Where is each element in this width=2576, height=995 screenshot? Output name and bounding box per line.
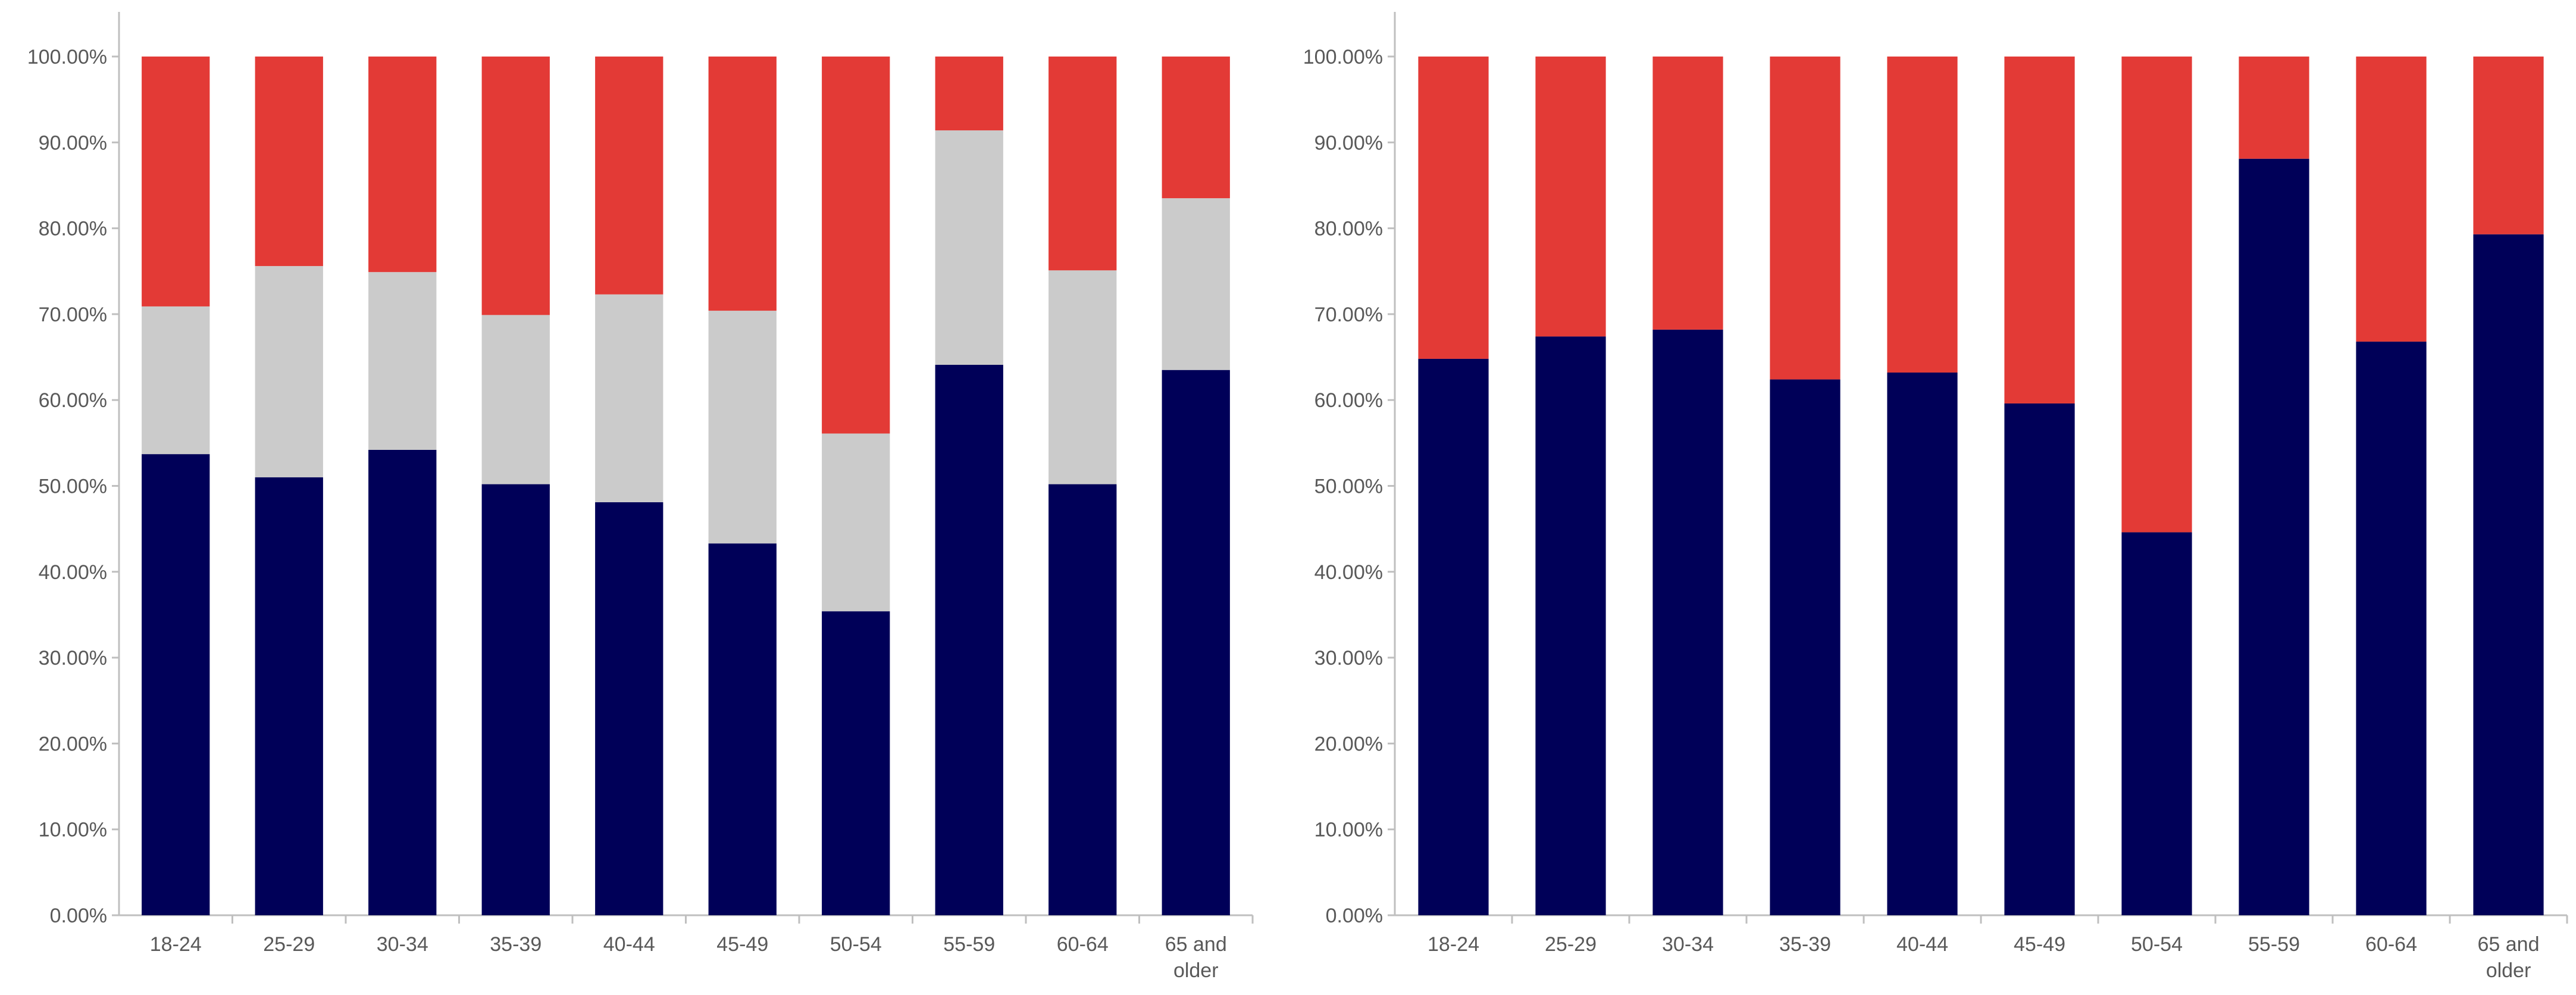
bar-segment-2-18-24 — [142, 306, 210, 455]
bar-segment-3-50-54 — [822, 57, 890, 434]
bar-segment-3-25-29 — [255, 57, 323, 267]
bar-segment-2-55-59 — [2239, 57, 2309, 159]
y-tick-label: 0.00% — [1326, 905, 1383, 927]
y-tick-label: 50.00% — [1314, 475, 1383, 498]
y-tick-label: 70.00% — [1314, 303, 1383, 326]
y-tick-label: 30.00% — [39, 647, 107, 669]
x-tick-label: 18-24 — [1428, 933, 1479, 956]
bar-segment-1-50-54 — [2121, 532, 2192, 915]
x-tick-label: 35-39 — [490, 933, 542, 956]
bar-segment-1-55-59 — [2239, 158, 2309, 915]
bar-segment-3-65-and-older — [1162, 57, 1230, 199]
y-tick-label: 10.00% — [1314, 819, 1383, 841]
y-tick-label: 90.00% — [39, 132, 107, 154]
bar-segment-2-40-44 — [1887, 57, 1958, 373]
x-tick-label: 55-59 — [943, 933, 995, 956]
bar-segment-2-30-34 — [368, 272, 437, 450]
chart-panel-2: 0.00% 10.00% 20.00% 30.00% 40.00% 50.00% 60.00… — [1303, 12, 2568, 982]
x-tick-label: 45-49 — [2014, 933, 2065, 956]
bar-segment-2-60-64 — [1048, 270, 1117, 484]
bar-segment-3-60-64 — [1048, 57, 1117, 271]
bar-segment-1-35-39 — [481, 484, 550, 915]
y-tick-label: 60.00% — [1314, 389, 1383, 412]
bar-segment-2-65-and-older — [1162, 198, 1230, 370]
bar-segment-1-55-59 — [935, 365, 1003, 915]
x-tick-label: 50-54 — [830, 933, 882, 956]
x-tick-label: 25-29 — [263, 933, 315, 956]
bar-segment-1-65-and-older — [2473, 234, 2544, 916]
bar-segment-2-35-39 — [481, 315, 550, 484]
y-tick-label: 40.00% — [1314, 561, 1383, 584]
x-tick-label: 40-44 — [603, 933, 655, 956]
bar-segment-1-25-29 — [255, 477, 323, 915]
y-tick-label: 0.00% — [50, 905, 107, 927]
bar-segment-1-18-24 — [142, 454, 210, 915]
bar-segment-1-30-34 — [1652, 329, 1723, 915]
x-tick-label: 65 and — [1165, 933, 1227, 956]
bar-segment-2-25-29 — [1535, 57, 1606, 337]
x-tick-label: 65 and — [2478, 933, 2540, 956]
bar-segment-2-50-54 — [2121, 57, 2192, 533]
bar-segment-1-35-39 — [1770, 379, 1841, 915]
bar-segment-2-40-44 — [595, 294, 663, 502]
bar-segment-1-40-44 — [595, 502, 663, 915]
bar-segment-2-60-64 — [2356, 57, 2427, 342]
x-tick-label: 25-29 — [1545, 933, 1597, 956]
bar-segment-1-40-44 — [1887, 373, 1958, 915]
x-tick-label: older — [2486, 959, 2531, 982]
bar-segment-1-30-34 — [368, 449, 437, 915]
y-tick-label: 70.00% — [39, 303, 107, 326]
bar-segment-2-50-54 — [822, 433, 890, 612]
y-tick-label: 100.00% — [27, 46, 107, 68]
y-tick-label: 90.00% — [1314, 132, 1383, 154]
y-tick-label: 10.00% — [39, 819, 107, 841]
bar-segment-1-65-and-older — [1162, 370, 1230, 915]
x-tick-label: 18-24 — [150, 933, 202, 956]
bar-segment-3-18-24 — [142, 57, 210, 306]
bar-segment-2-30-34 — [1652, 57, 1723, 330]
bar-segment-2-35-39 — [1770, 57, 1841, 380]
bar-segment-2-25-29 — [255, 266, 323, 478]
y-tick-label: 60.00% — [39, 389, 107, 412]
y-tick-label: 80.00% — [39, 218, 107, 240]
bar-segment-1-18-24 — [1418, 358, 1489, 915]
x-tick-label: 55-59 — [2248, 933, 2300, 956]
bar-segment-1-60-64 — [2356, 342, 2427, 915]
bar-segment-3-45-49 — [708, 57, 777, 311]
y-tick-label: 20.00% — [39, 733, 107, 755]
bar-segment-2-55-59 — [935, 130, 1003, 365]
bar-segment-1-45-49 — [2004, 403, 2075, 915]
bar-segment-3-35-39 — [481, 57, 550, 315]
bar-segment-1-60-64 — [1048, 484, 1117, 915]
bar-segment-2-45-49 — [2004, 57, 2075, 403]
x-tick-label: 45-49 — [716, 933, 768, 956]
bar-segment-3-40-44 — [595, 57, 663, 295]
bar-segment-3-55-59 — [935, 57, 1003, 131]
x-tick-label: 40-44 — [1896, 933, 1948, 956]
y-tick-label: 20.00% — [1314, 733, 1383, 755]
x-tick-label: older — [1173, 959, 1219, 982]
y-tick-label: 30.00% — [1314, 647, 1383, 669]
y-tick-label: 50.00% — [39, 475, 107, 498]
x-tick-label: 60-64 — [1057, 933, 1109, 956]
bar-segment-2-65-and-older — [2473, 57, 2544, 234]
bar-segment-1-25-29 — [1535, 336, 1606, 915]
bar-segment-1-45-49 — [708, 543, 777, 915]
y-tick-label: 40.00% — [39, 561, 107, 584]
x-tick-label: 30-34 — [1662, 933, 1714, 956]
bar-segment-1-50-54 — [822, 611, 890, 915]
x-tick-label: 60-64 — [2365, 933, 2417, 956]
bar-segment-3-30-34 — [368, 57, 437, 273]
x-tick-label: 50-54 — [2131, 933, 2183, 956]
bar-segment-2-45-49 — [708, 311, 777, 544]
chart-panel-1: 0.00% 10.00% 20.00% 30.00% 40.00% 50.00% 60.00… — [27, 12, 1254, 982]
y-tick-label: 80.00% — [1314, 218, 1383, 240]
x-tick-label: 35-39 — [1779, 933, 1831, 956]
x-tick-label: 30-34 — [377, 933, 428, 956]
bar-segment-2-18-24 — [1418, 57, 1489, 359]
y-tick-label: 100.00% — [1303, 46, 1383, 68]
